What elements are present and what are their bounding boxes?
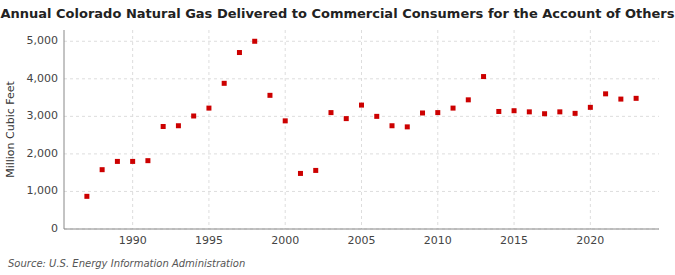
point [496, 109, 501, 114]
point [298, 171, 303, 176]
y-tick-label: 3,000 [27, 109, 59, 122]
point [145, 158, 150, 163]
point [161, 124, 166, 129]
point [344, 116, 349, 121]
x-tick-label: 2000 [271, 234, 299, 247]
point [634, 96, 639, 101]
point [573, 111, 578, 116]
y-tick-label: 4,000 [27, 72, 59, 85]
point [252, 39, 257, 44]
point [557, 109, 562, 114]
point [374, 114, 379, 119]
point [527, 109, 532, 114]
x-axis-line [64, 229, 659, 230]
x-tick-label: 2020 [576, 234, 604, 247]
x-tick-label: 1995 [195, 234, 223, 247]
grid [64, 30, 659, 229]
point [359, 103, 364, 108]
x-tick-label: 2010 [424, 234, 452, 247]
annotation: Source: U.S. Energy Information Administ… [8, 258, 245, 269]
point [390, 123, 395, 128]
x-grid-line [132, 30, 133, 229]
point [420, 110, 425, 115]
point [191, 113, 196, 118]
y-grid-line [64, 191, 659, 192]
y-tick-label: 1,000 [27, 184, 59, 197]
x-grid-line [285, 30, 286, 229]
point [512, 108, 517, 113]
y-axis-label: Million Cubic Feet [4, 80, 17, 177]
x-grid-line [361, 30, 362, 229]
points [84, 39, 638, 199]
y-axis-line [64, 30, 65, 229]
point [100, 167, 105, 172]
point [267, 93, 272, 98]
point [328, 110, 333, 115]
y-tick-label: 5,000 [27, 34, 59, 47]
point [130, 159, 135, 164]
point [283, 118, 288, 123]
y-grid-line [64, 153, 659, 154]
title: Annual Colorado Natural Gas Delivered to… [1, 6, 675, 21]
x-tick-label: 2005 [348, 234, 376, 247]
x-tick-label: 2015 [500, 234, 528, 247]
point [222, 81, 227, 86]
x-tick-label: 1990 [119, 234, 147, 247]
point [115, 159, 120, 164]
point [435, 110, 440, 115]
x-grid-line [514, 30, 515, 229]
point [313, 168, 318, 173]
point [603, 91, 608, 96]
y-grid-line [64, 41, 659, 42]
point [206, 106, 211, 111]
point [451, 106, 456, 111]
point [481, 74, 486, 79]
point [618, 97, 623, 102]
point [405, 124, 410, 129]
y-grid-line [64, 229, 659, 230]
point [84, 194, 89, 199]
point [542, 111, 547, 116]
point [176, 123, 181, 128]
chart: 0 1,000 2,000 3,000 4,000 5,000 1990 1995 2000 20… [0, 0, 675, 275]
y-tick-label: 0 [51, 222, 58, 235]
x-grid-line [208, 30, 209, 229]
x-grid-line [590, 30, 591, 229]
point [466, 97, 471, 102]
axes: 0 1,000 2,000 3,000 4,000 5,000 1990 1995 2000 20… [27, 30, 660, 247]
x-grid-line [437, 30, 438, 229]
point [237, 50, 242, 55]
point [588, 105, 593, 110]
y-tick-label: 2,000 [27, 147, 59, 160]
